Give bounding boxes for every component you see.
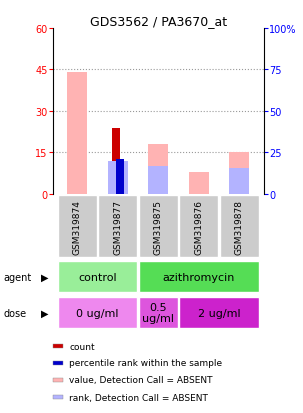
Text: 0 ug/ml: 0 ug/ml <box>76 308 119 318</box>
Text: 2 ug/ml: 2 ug/ml <box>198 308 240 318</box>
Bar <box>139 196 178 257</box>
Bar <box>220 196 259 257</box>
Bar <box>58 297 137 329</box>
Bar <box>139 261 259 293</box>
Bar <box>112 128 120 195</box>
Bar <box>53 378 63 382</box>
Bar <box>139 297 178 329</box>
Title: GDS3562 / PA3670_at: GDS3562 / PA3670_at <box>90 15 227 28</box>
Text: 0.5
ug/ml: 0.5 ug/ml <box>142 302 174 324</box>
Bar <box>179 297 259 329</box>
Text: agent: agent <box>3 272 31 282</box>
Bar <box>98 196 137 257</box>
Bar <box>116 160 124 195</box>
Text: azithromycin: azithromycin <box>163 272 235 282</box>
Text: GSM319878: GSM319878 <box>235 199 244 254</box>
Bar <box>58 261 137 293</box>
Text: rank, Detection Call = ABSENT: rank, Detection Call = ABSENT <box>69 393 208 402</box>
Text: GSM319876: GSM319876 <box>194 199 203 254</box>
Text: count: count <box>69 342 95 351</box>
Bar <box>108 161 128 195</box>
Bar <box>148 166 168 195</box>
Text: GSM319874: GSM319874 <box>73 199 82 254</box>
Bar <box>229 153 249 195</box>
Text: GSM319877: GSM319877 <box>113 199 122 254</box>
Text: control: control <box>78 272 117 282</box>
Bar <box>189 173 209 195</box>
Text: percentile rank within the sample: percentile rank within the sample <box>69 358 223 368</box>
Text: dose: dose <box>3 308 26 318</box>
Bar <box>53 395 63 399</box>
Bar <box>229 169 249 195</box>
Text: GSM319875: GSM319875 <box>154 199 163 254</box>
Text: value, Detection Call = ABSENT: value, Detection Call = ABSENT <box>69 375 213 385</box>
Text: ▶: ▶ <box>41 308 48 318</box>
Text: ▶: ▶ <box>41 272 48 282</box>
Bar <box>58 196 97 257</box>
Bar <box>53 344 63 348</box>
Bar <box>67 73 88 195</box>
Bar <box>148 145 168 195</box>
Bar <box>53 361 63 365</box>
Bar <box>179 196 218 257</box>
